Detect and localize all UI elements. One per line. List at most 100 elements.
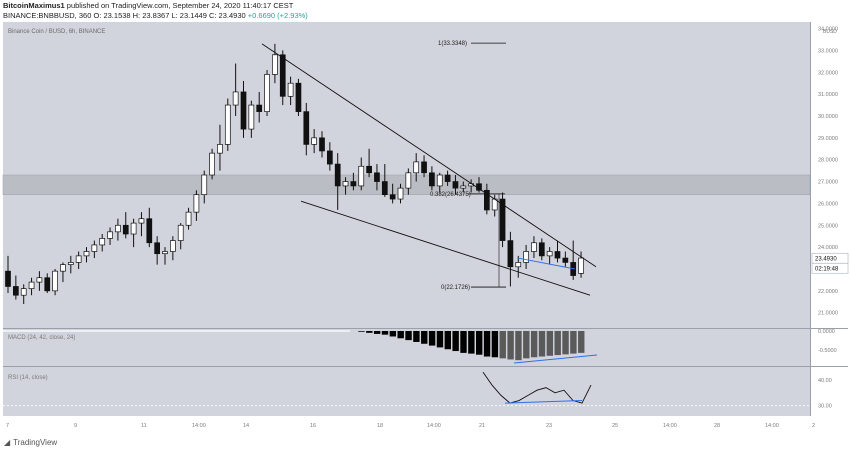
macd-histogram-bar [366,331,373,333]
candle-bearish [44,277,51,292]
candle-bullish [138,218,145,224]
time-tick-label: 14:00 [427,423,441,429]
time-tick-label: 18 [377,423,383,429]
macd-histogram-bar [546,331,554,356]
symbol-ohlc-line: BINANCE:BNBBUSD, 360 O: 23.1538 H: 23.83… [3,11,308,20]
macd-histogram-bar [483,331,491,357]
candle-bearish [452,181,459,189]
macd-histogram-bar [554,331,561,356]
candle-bullish [436,174,443,187]
candle-bearish [5,270,11,287]
fib-level-label: 1(33.3348) [438,41,467,47]
candle-bullish [405,172,412,189]
macd-histogram-bar [421,331,428,344]
candle-bearish [334,163,341,187]
time-tick-label: 21 [479,423,485,429]
candle-bearish [279,54,286,97]
candle-bullish [264,74,270,112]
candle-bullish [115,224,121,233]
candle-bearish [154,242,160,255]
macd-histogram-bar [523,331,530,359]
candle-bullish [193,194,200,213]
price-tick-label: 29.0000 [818,136,838,142]
candle-bullish [358,165,365,187]
candle-bullish [67,262,74,265]
candle-bearish [122,224,129,235]
macd-histogram-bar [389,331,397,337]
candle-bullish [91,244,98,252]
author[interactable]: BitcoinMaximus1 [3,1,65,10]
countdown-badge [811,262,849,274]
candle-bullish [60,264,66,272]
candle-bullish [83,251,90,257]
candle-bullish [287,82,294,97]
macd-tick-label: -0.5000 [818,348,837,354]
candle-bearish [374,172,380,182]
candle-bullish [185,211,192,226]
candle-bullish [130,222,137,235]
price-tick-label: 33.0000 [818,48,838,54]
macd-label: MACD (24, 42, close, 24) [8,335,75,341]
macd-histogram-bar [530,331,538,358]
candle-bearish [444,174,451,182]
current-price-label: 23.4930 [815,257,837,263]
macd-tick-label: 0.0000 [818,329,835,335]
publish-info: BitcoinMaximus1 published on TradingView… [3,1,293,10]
descending-resistance-line [261,43,597,268]
countdown-label: 02:19:48 [815,267,839,273]
price-tick-label: 32.0000 [818,70,838,76]
candle-bearish [484,189,490,211]
macd-histogram-bar [507,331,514,360]
price-tick-label: 22.0000 [818,289,838,295]
macd-histogram-bar [413,331,420,342]
price-axis-currency: BUSD [823,29,837,35]
candle-bearish [295,82,302,112]
candle-bullish [75,255,82,263]
rsi-label: RSI (14, close) [8,375,48,381]
candle-bullish [342,181,349,187]
rsi-pane-background [3,367,810,416]
macd-histogram-bar [381,331,389,335]
fib-level-label: 0.382(26.4375) [430,192,471,198]
tradingview-logo[interactable]: ◢ TradingView [4,438,57,447]
macd-histogram-bar [538,331,546,357]
candle-bullish [232,91,239,106]
candle-bullish [311,137,317,145]
price-change: +0.6690 (+2.93%) [247,11,308,20]
macd-histogram-bar [499,331,506,359]
candle-bearish [554,251,561,259]
candle-bullish [177,224,184,241]
candle-bearish [256,104,263,112]
candle-bullish [107,231,113,239]
price-tick-label: 30.0000 [818,114,838,120]
macd-histogram-bar [444,331,451,350]
candle-bearish [366,165,372,174]
candle-bullish [523,251,529,263]
fib-level-label: 0(22.1726) [441,285,470,291]
candle-bearish [303,111,310,145]
price-tick-label: 27.0000 [818,180,838,186]
price-tick-label: 21.0000 [818,311,838,317]
macd-histogram-bar [397,331,404,339]
candle-bullish [217,144,223,154]
time-tick-label: 25 [612,423,618,429]
candle-bullish [272,54,278,75]
time-tick-label: 7 [6,423,9,429]
time-tick-label: 16 [310,423,316,429]
candle-bearish [327,150,333,165]
macd-histogram-bar [578,331,585,353]
time-tick-label: 28 [714,423,720,429]
candle-bullish [201,174,208,196]
candle-bullish [248,104,255,130]
candle-bearish [146,218,153,244]
macd-histogram-bar [452,331,459,352]
candle-bearish [389,194,396,200]
price-tick-label: 26.0000 [818,201,838,207]
tradingview-icon: ◢ [4,438,11,447]
price-tick-label: 24.0000 [818,245,838,251]
macd-histogram-bar [436,331,444,348]
publish-text: published on TradingView.com, September … [66,1,294,10]
candle-bullish [460,185,467,189]
descending-support-line [300,200,591,296]
